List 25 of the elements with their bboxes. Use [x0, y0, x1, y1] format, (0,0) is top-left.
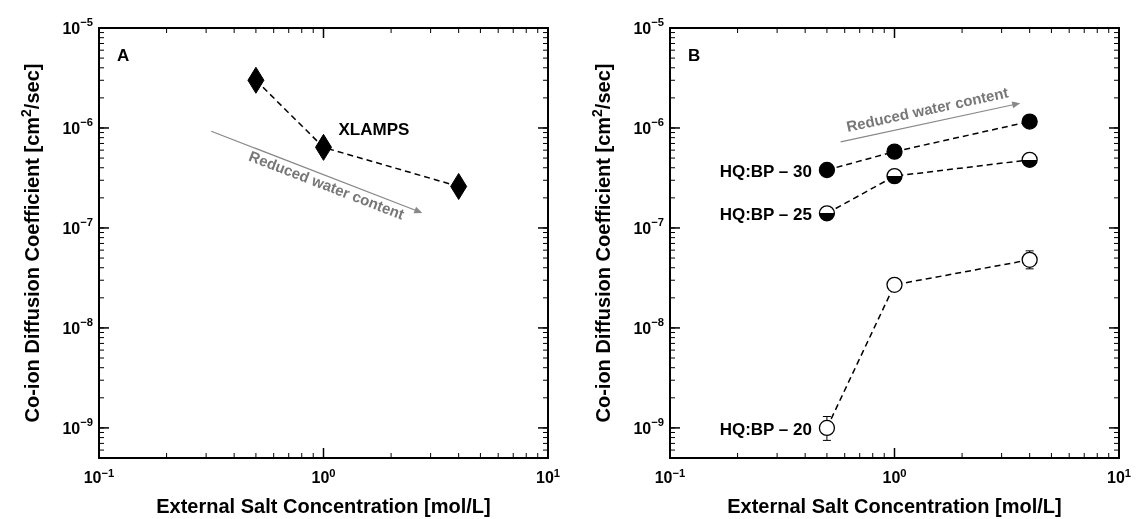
y-tick-label: 10$^{−7}$ [62, 215, 93, 237]
x-tick-label: 10$^{−1}$ [83, 467, 115, 486]
x-tick-label: 10$^{0}$ [311, 467, 336, 486]
series-label: HQ:BP – 30 [719, 161, 812, 181]
y-tick-label: 10$^{−5}$ [633, 16, 664, 37]
y-tick-label: 10$^{−6}$ [633, 115, 664, 137]
x-tick-label: 10$^{−1}$ [654, 467, 686, 486]
x-tick-label: 10$^{1}$ [535, 467, 561, 486]
y-tick-label: 10$^{−8}$ [62, 315, 93, 337]
y-tick-label: 10$^{−9}$ [633, 415, 664, 437]
y-tick-label: 10$^{−9}$ [62, 415, 93, 437]
y-tick-label: 10$^{−5}$ [62, 16, 93, 37]
series-label: HQ:BP – 25 [719, 205, 812, 225]
x-tick-label: 10$^{0}$ [882, 467, 907, 486]
annotation: Reduced water content [844, 83, 1010, 135]
annotation: B [688, 46, 701, 65]
series-label: HQ:BP – 20 [719, 419, 812, 439]
y-tick-label: 10$^{−7}$ [633, 215, 664, 237]
y-tick-label: 10$^{−6}$ [62, 115, 93, 137]
series-label: XLAMPS [338, 120, 410, 140]
x-axis-title: External Salt Concentration [mol/L] [727, 495, 1062, 517]
x-axis-title: External Salt Concentration [mol/L] [156, 495, 491, 517]
x-tick-label: 10$^{1}$ [1106, 467, 1132, 486]
y-tick-label: 10$^{−8}$ [633, 315, 664, 337]
annotation: A [117, 46, 130, 65]
